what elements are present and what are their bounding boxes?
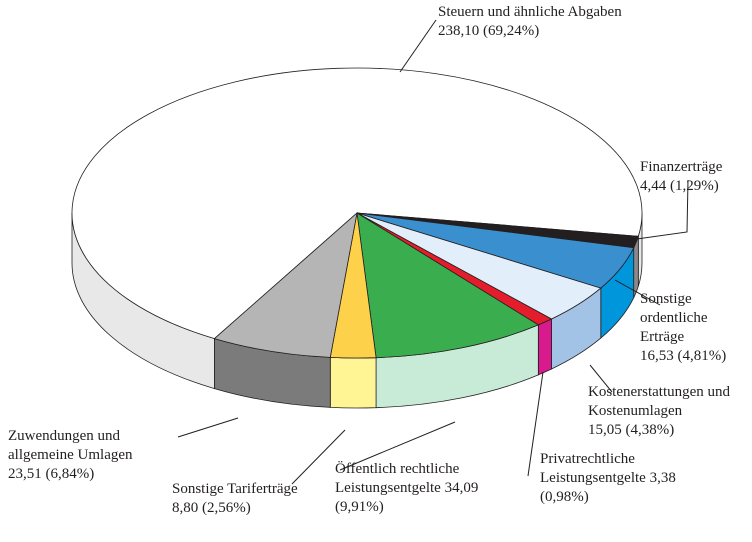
- share-label: (6,84%): [45, 466, 95, 482]
- slice: [213, 211, 358, 358]
- category: Öffentlich rechtliche Leistungsentgelte: [335, 461, 460, 496]
- category: Finanzerträge: [640, 159, 723, 175]
- share-label: (0,98%): [540, 489, 589, 505]
- value-label: 23,51: [8, 466, 42, 482]
- leader-line: [177, 417, 239, 438]
- category: Sonstige ordentliche Erträge: [640, 291, 708, 345]
- slice-label: Finanzerträge 4,44 (1,29%): [640, 158, 735, 196]
- share-label: (4,38%): [625, 422, 675, 438]
- share-label: (69,24%): [483, 23, 540, 39]
- slice-side: [537, 318, 552, 376]
- leader-line: [614, 279, 661, 306]
- slice-label: Zuwendungen und allgemeine Umlagen 23,51…: [8, 427, 146, 484]
- share-label: (2,56%): [202, 500, 251, 516]
- value-label: 3,38: [649, 470, 676, 486]
- leader-line: [527, 371, 544, 477]
- slice-label: Sonstige ordentliche Erträge 16,53 (4,81…: [640, 290, 726, 366]
- slice-label: Kostenerstattungen und Kostenumlagen 15,…: [588, 383, 733, 440]
- category: Zuwendungen und allgemeine Umlagen: [8, 428, 133, 463]
- slice: [356, 212, 540, 359]
- slice-label: Privatrechtliche Leistungsentgelte 3,38 …: [540, 450, 700, 507]
- category: Privatrechtliche Leistungsentgelte: [540, 451, 646, 486]
- leader-line: [589, 364, 613, 393]
- share-label: (4,81%): [677, 348, 727, 364]
- slice-label: Sonstige Tariferträge 8,80 (2,56%): [172, 480, 322, 518]
- value-label: 4,44: [640, 178, 667, 194]
- leader-line: [339, 421, 456, 471]
- value-label: 34,09: [444, 480, 479, 496]
- share-label: (9,91%): [335, 499, 384, 515]
- category: Steuern und ähnliche Abgaben: [438, 4, 622, 20]
- category: Sonstige Tariferträge: [172, 481, 298, 497]
- leader-line: [291, 429, 346, 485]
- share-label: (1,29%): [670, 178, 719, 194]
- slice-label: Öffentlich rechtliche Leistungsentgelte …: [335, 460, 503, 517]
- leader-line: [399, 19, 437, 73]
- leader-line: [629, 179, 689, 241]
- value-label: 238,10: [438, 23, 480, 39]
- slice: [71, 67, 643, 340]
- value-label: 15,05: [588, 422, 622, 438]
- slice-label: Steuern und ähnliche Abgaben 238,10 (69,…: [438, 3, 628, 41]
- slice-side: [329, 356, 377, 409]
- category: Kostenerstattungen und Kostenumlagen: [588, 384, 731, 419]
- value-label: 16,53: [640, 348, 674, 364]
- value-label: 8,80: [172, 500, 199, 516]
